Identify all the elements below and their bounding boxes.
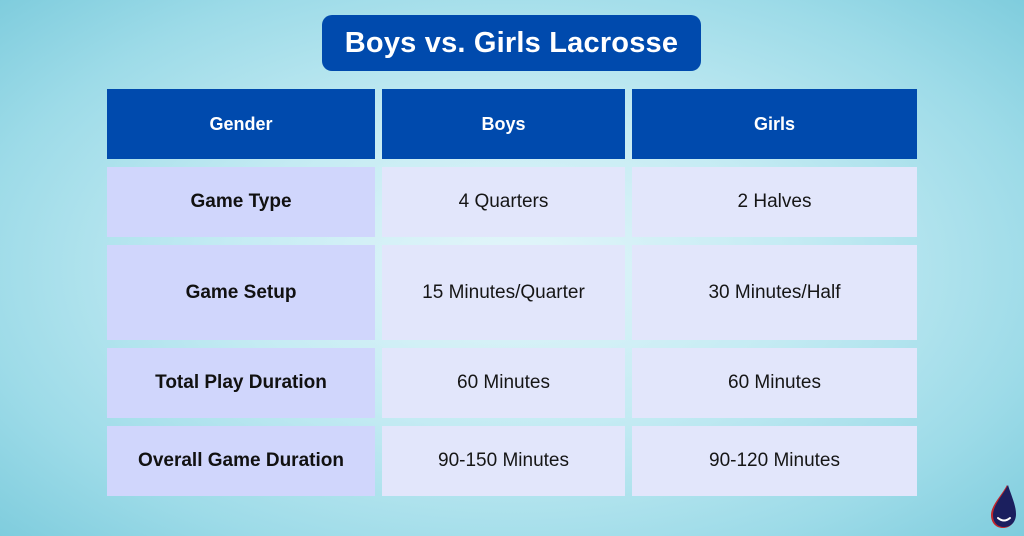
cell-boys-game-setup: 15 Minutes/Quarter [382,245,625,340]
cell-girls-game-type: 2 Halves [632,167,917,237]
header-gender: Gender [107,89,375,159]
droplet-logo-icon [988,483,1018,529]
cell-boys-game-type: 4 Quarters [382,167,625,237]
cell-boys-overall-game-duration: 90-150 Minutes [382,426,625,496]
cell-boys-total-play-duration: 60 Minutes [382,348,625,418]
row-label-game-type: Game Type [107,167,375,237]
page-title: Boys vs. Girls Lacrosse [322,15,701,71]
header-boys: Boys [382,89,625,159]
row-label-game-setup: Game Setup [107,245,375,340]
cell-girls-total-play-duration: 60 Minutes [632,348,917,418]
cell-girls-game-setup: 30 Minutes/Half [632,245,917,340]
row-label-total-play-duration: Total Play Duration [107,348,375,418]
header-girls: Girls [632,89,917,159]
row-label-overall-game-duration: Overall Game Duration [107,426,375,496]
cell-girls-overall-game-duration: 90-120 Minutes [632,426,917,496]
